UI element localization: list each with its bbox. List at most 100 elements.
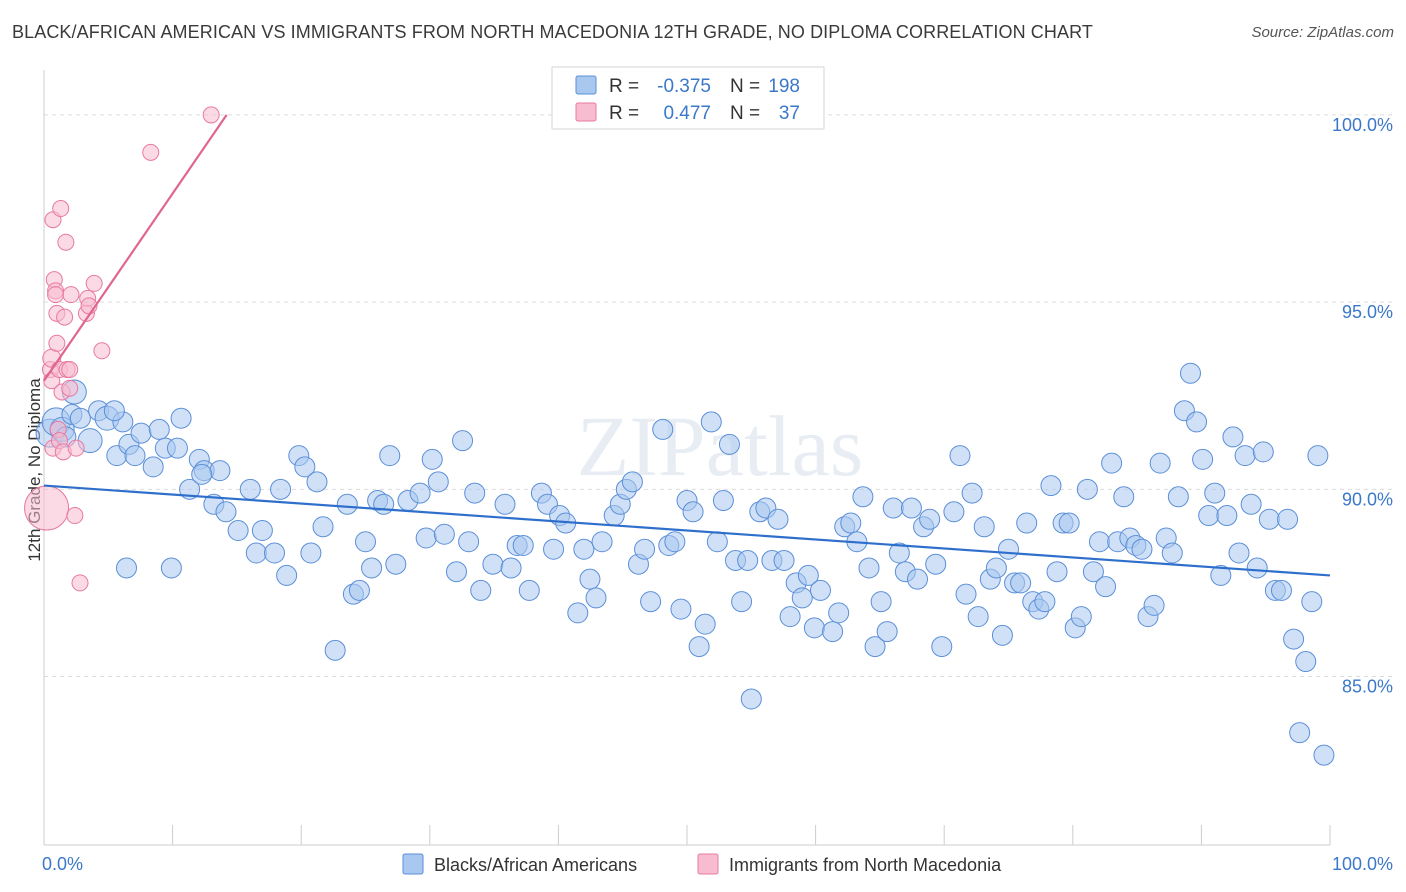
data-point (573, 538, 595, 560)
data-point (215, 501, 237, 523)
data-point (71, 574, 89, 592)
data-point (1070, 606, 1092, 628)
data-point (1289, 722, 1311, 744)
data-point (640, 591, 662, 613)
series-macedonia-points (24, 106, 220, 592)
data-point (470, 579, 492, 601)
stats-n-value-macedonia: 37 (779, 103, 800, 124)
data-point (919, 508, 941, 530)
data-point (85, 274, 103, 292)
legend-label-macedonia: Immigrants from North Macedonia (729, 855, 1002, 875)
x-tick-labels: 0.0% 100.0% (42, 854, 1393, 874)
y-tick-labels: 85.0% 90.0% 95.0% 100.0% (1332, 115, 1393, 697)
trend-lines (43, 114, 1331, 577)
data-point (160, 557, 182, 579)
data-point (1040, 475, 1062, 497)
data-point (166, 437, 188, 459)
data-point (1088, 531, 1110, 553)
data-point (949, 445, 971, 467)
data-point (634, 538, 656, 560)
source-credit: Source: ZipAtlas.com (1251, 24, 1394, 41)
data-point (773, 549, 795, 571)
data-point (1307, 445, 1329, 467)
data-point (955, 583, 977, 605)
data-point (1186, 411, 1208, 433)
data-point (1143, 594, 1165, 616)
x-tick-label: 100.0% (1332, 854, 1393, 874)
data-point (664, 531, 686, 553)
legend-swatch-blacks (402, 853, 424, 875)
data-point (415, 527, 437, 549)
data-point (803, 617, 825, 639)
data-point (93, 342, 111, 360)
data-point (202, 106, 220, 124)
data-point (47, 286, 65, 304)
data-point (1149, 452, 1171, 474)
chart-title: BLACK/AFRICAN AMERICAN VS IMMIGRANTS FRO… (12, 22, 1093, 42)
data-point (1046, 561, 1068, 583)
data-point (67, 439, 85, 457)
data-point (500, 557, 522, 579)
stats-r-value-blacks: -0.375 (657, 76, 711, 97)
stats-box: R = -0.375 N = 198 R = 0.477 N = 37 (551, 66, 825, 130)
data-point (66, 507, 84, 525)
data-point (452, 430, 474, 452)
data-point (712, 490, 734, 512)
data-point (1210, 564, 1232, 586)
data-point (682, 501, 704, 523)
data-point (336, 493, 358, 515)
data-point (148, 418, 170, 440)
data-point (1246, 557, 1268, 579)
data-point (858, 557, 880, 579)
data-point (1216, 505, 1238, 527)
stats-n-value-blacks: 198 (768, 76, 800, 97)
data-point (882, 497, 904, 519)
data-point (427, 471, 449, 493)
data-point (740, 688, 762, 710)
data-point (61, 379, 79, 397)
data-point (1058, 512, 1080, 534)
data-point (103, 400, 125, 422)
data-point (191, 463, 213, 485)
data-point (24, 485, 70, 531)
data-point (870, 591, 892, 613)
data-point (1228, 542, 1250, 564)
data-point (1161, 542, 1183, 564)
data-point (1167, 486, 1189, 508)
data-point (409, 482, 431, 504)
data-point (670, 598, 692, 620)
data-point (1198, 505, 1220, 527)
data-point (348, 579, 370, 601)
data-point (864, 636, 886, 658)
axes (43, 70, 1331, 846)
data-point (1252, 441, 1274, 463)
trend-line-blacks (43, 484, 1331, 577)
stats-r-label-macedonia: R = (609, 103, 639, 124)
data-point (1034, 591, 1056, 613)
data-point (482, 553, 504, 575)
legend-label-blacks: Blacks/African Americans (434, 855, 637, 875)
data-point (907, 568, 929, 590)
data-point (991, 624, 1013, 646)
data-point (69, 407, 91, 429)
data-point (312, 516, 334, 538)
data-point (1113, 486, 1135, 508)
data-point (512, 534, 534, 556)
data-point (324, 639, 346, 661)
data-point (1313, 744, 1335, 766)
trend-line-macedonia (43, 114, 228, 382)
data-point (1258, 508, 1280, 530)
data-point (585, 587, 607, 609)
data-point (1101, 452, 1123, 474)
data-point (300, 542, 322, 564)
data-point (900, 497, 922, 519)
data-point (961, 482, 983, 504)
data-point (1270, 579, 1292, 601)
data-point (1010, 572, 1032, 594)
data-point (48, 334, 66, 352)
data-point (828, 602, 850, 624)
data-point (1076, 478, 1098, 500)
data-point (251, 520, 273, 542)
data-point (931, 636, 953, 658)
data-point (1222, 426, 1244, 448)
